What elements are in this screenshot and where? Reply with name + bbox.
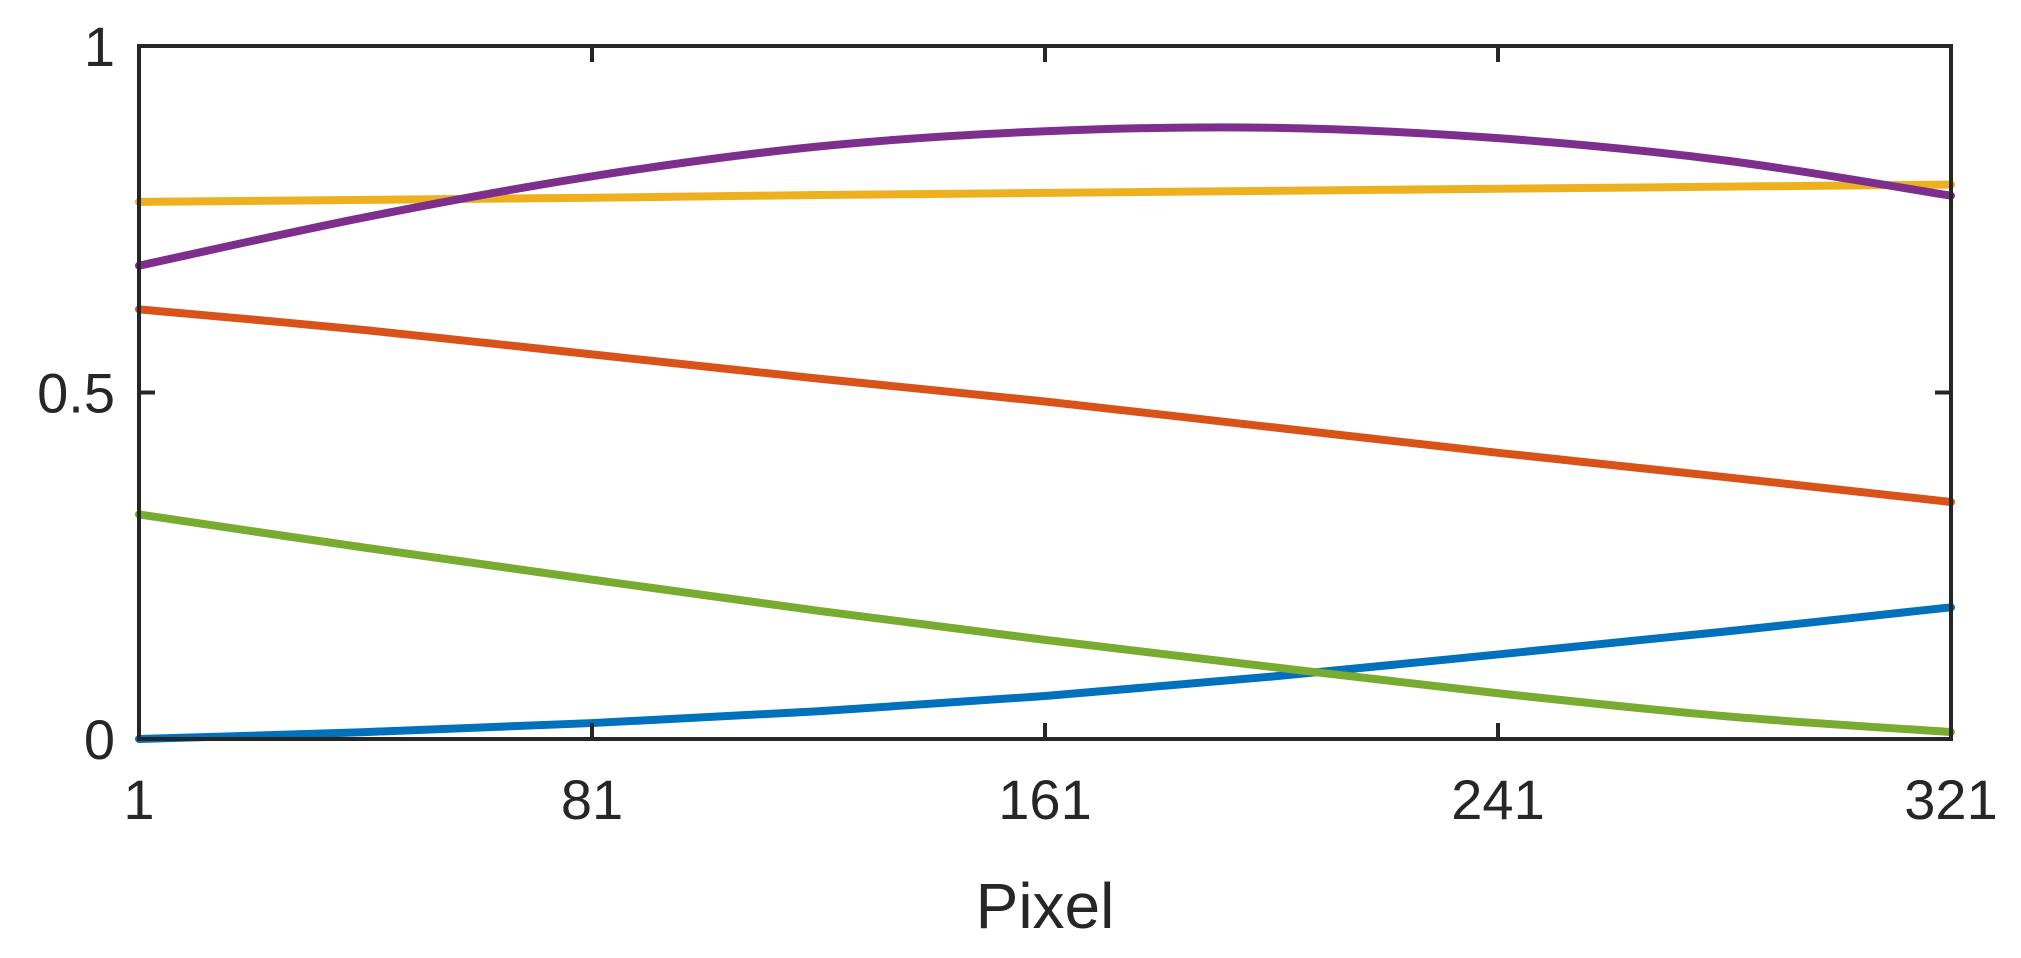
series-line-3 xyxy=(135,180,1955,206)
x-tick-label-321: 321 xyxy=(1904,768,1997,831)
x-tick-label-241: 241 xyxy=(1451,768,1544,831)
series-layer xyxy=(135,123,1955,743)
x-tick-label-1: 1 xyxy=(123,768,154,831)
x-tick-label-161: 161 xyxy=(998,768,1091,831)
series-line-1 xyxy=(135,603,1955,743)
series-line-4 xyxy=(135,123,1955,270)
tick-layer: 1 81 161 241 321 0 0.5 1 xyxy=(37,15,1998,831)
y-tick-label-0.5: 0.5 xyxy=(37,362,115,425)
series-line-2 xyxy=(135,305,1955,506)
y-tick-label-1: 1 xyxy=(84,15,115,78)
x-tick-label-81: 81 xyxy=(561,768,623,831)
y-tick-label-0: 0 xyxy=(84,708,115,771)
series-line-5 xyxy=(135,510,1955,737)
x-axis-label: Pixel xyxy=(976,870,1115,942)
